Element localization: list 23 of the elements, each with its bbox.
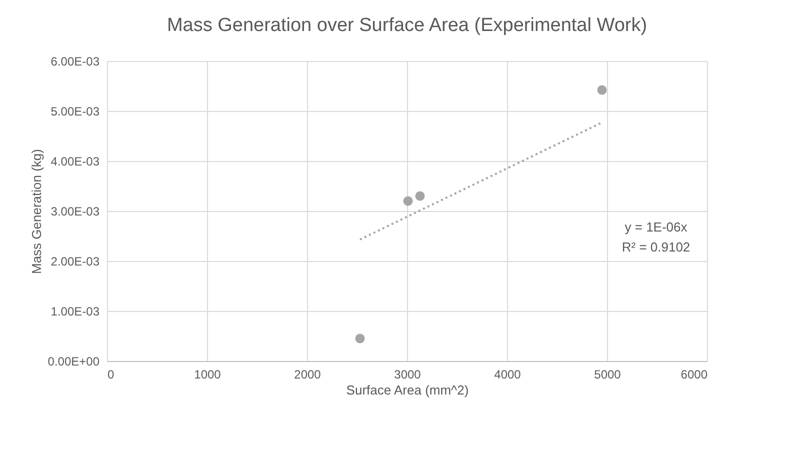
x-tick-label: 0	[108, 368, 114, 382]
y-tick-label: 1.00E-03	[50, 304, 100, 318]
y-tick-label: 2.00E-03	[50, 254, 100, 268]
y-tick-label: 0.00E+00	[48, 354, 100, 368]
point	[403, 196, 413, 206]
x-tick-label: 1000	[194, 368, 222, 382]
x-tick-label: 5000	[594, 368, 622, 382]
y-tick-label: 3.00E-03	[50, 204, 100, 218]
y-tick-label: 5.00E-03	[50, 104, 100, 118]
chart-title: Mass Generation over Surface Area (Experimental Work)	[166, 15, 648, 36]
x-tick-label: 6000	[680, 368, 708, 382]
annotation: y = 1E-06x	[624, 220, 688, 234]
x-tick-label: 3000	[394, 368, 422, 382]
y-axis-title: Mass Generation (kg)	[28, 149, 44, 274]
point	[355, 334, 365, 344]
x-tick-label: 2000	[294, 368, 322, 382]
annotation: R² = 0.9102	[622, 240, 690, 254]
y-tick-label: 4.00E-03	[50, 154, 100, 168]
y-tick-label: 6.00E-03	[50, 54, 100, 68]
point	[597, 85, 607, 95]
x-tick-label: 4000	[494, 368, 522, 382]
point	[415, 191, 425, 201]
x-axis-title: Surface Area (mm^2)	[346, 382, 469, 398]
